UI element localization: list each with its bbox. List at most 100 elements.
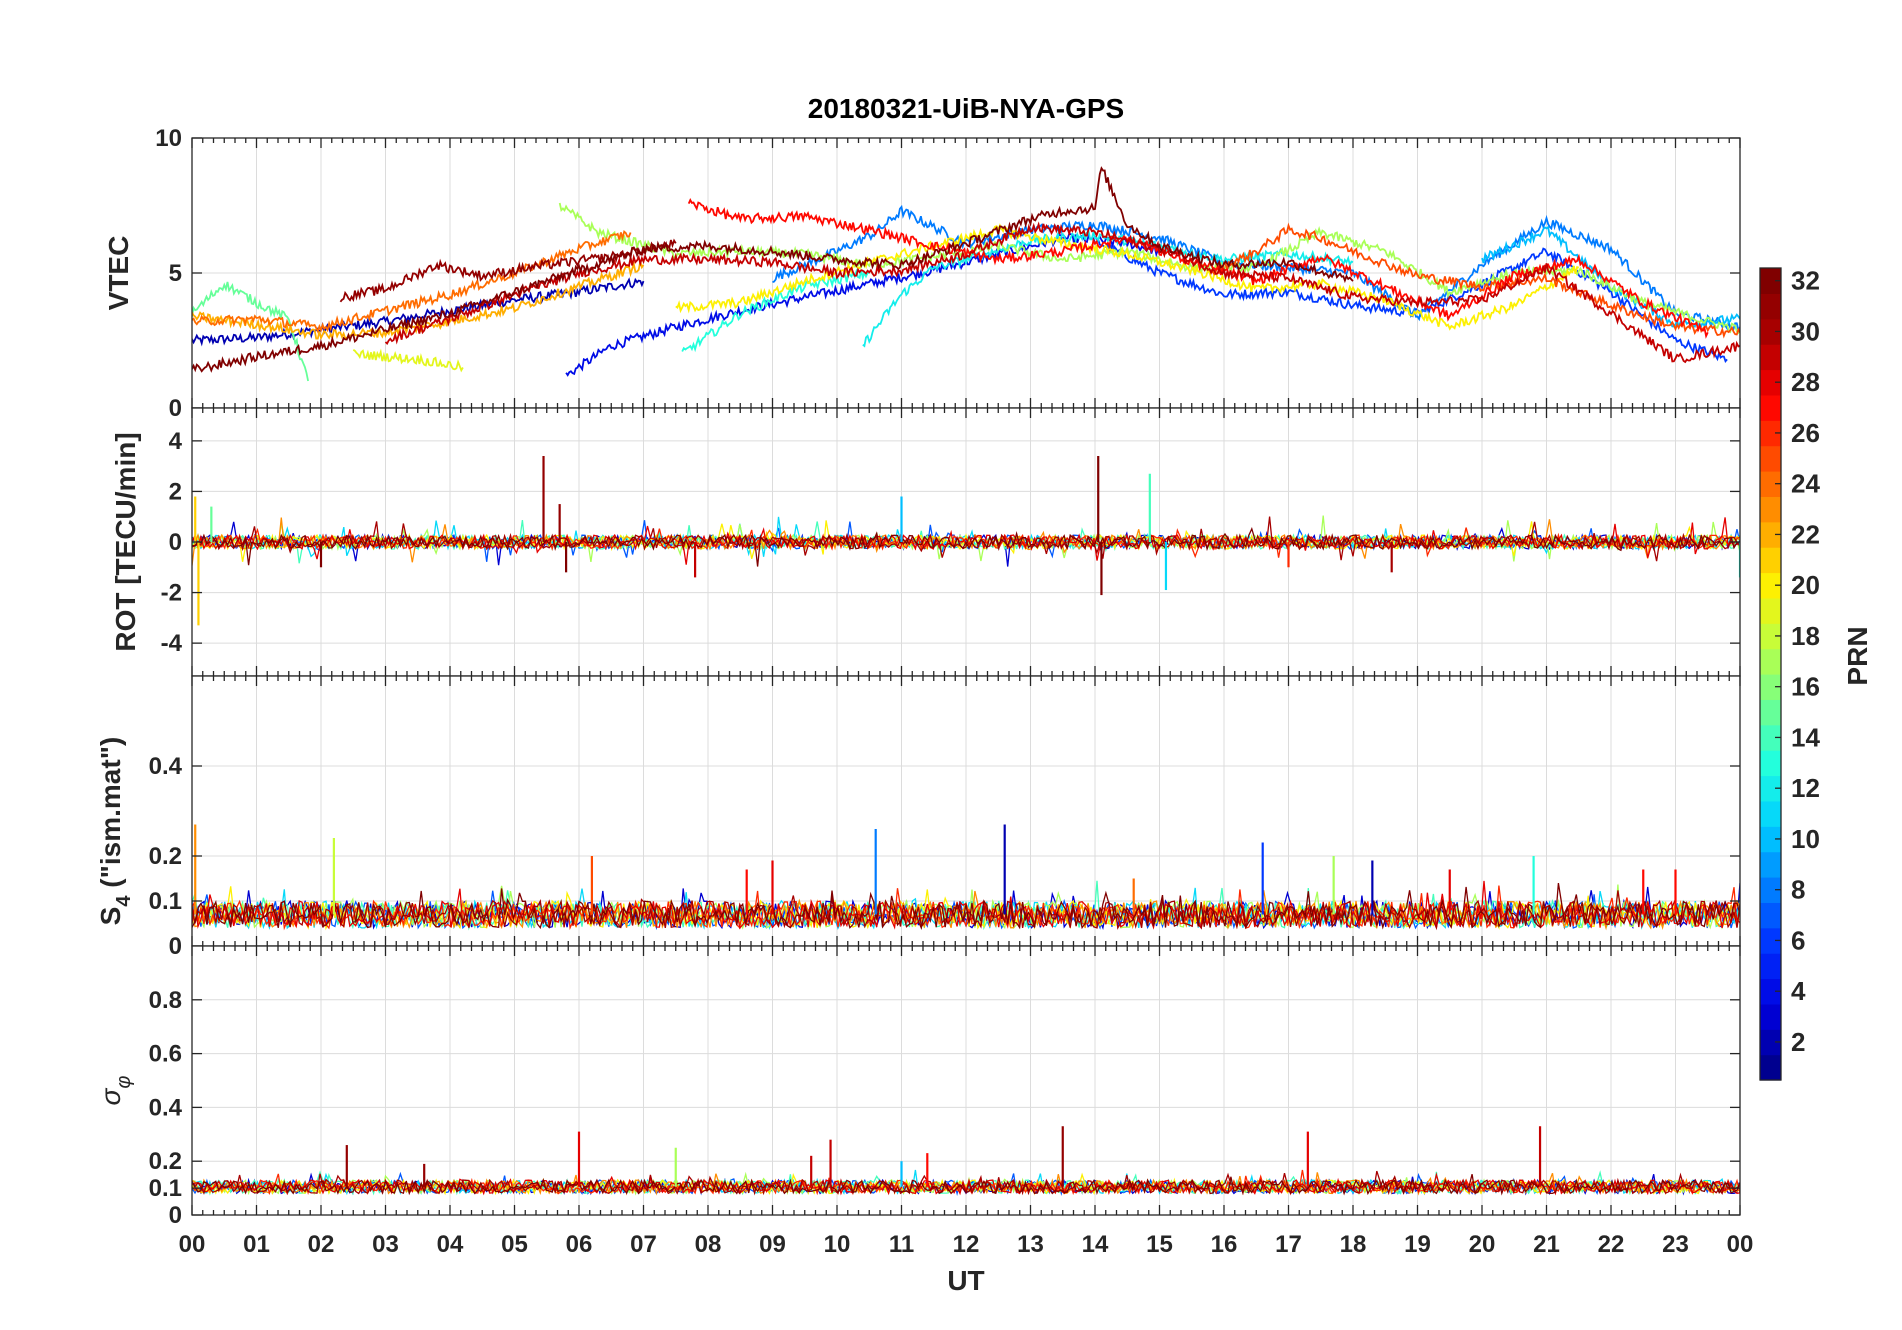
- y-tick-label: -2: [161, 580, 182, 607]
- y-tick-label: 0: [169, 529, 182, 556]
- x-tick-label: 04: [437, 1231, 464, 1258]
- vtec-series-prn-15: [192, 281, 309, 382]
- colorbar-frame: [1759, 267, 1782, 1081]
- vtec-series-prn-4: [565, 232, 1161, 377]
- colorbar-segment: [1760, 293, 1781, 320]
- y-tick-label: 0.4: [149, 1094, 183, 1121]
- vtec-series-prn-32: [192, 166, 1354, 373]
- y-tick-label: 0.2: [149, 843, 182, 870]
- colorbar-segment: [1760, 496, 1781, 523]
- x-tick-label: 02: [308, 1231, 335, 1258]
- colorbar-tick-label: 8: [1791, 875, 1805, 905]
- y-tick-label: 10: [155, 125, 182, 152]
- colorbar-tick-label: 6: [1791, 925, 1805, 955]
- noise-trace-prn-30: [192, 516, 1740, 562]
- noise-trace-prn-26: [192, 885, 1740, 931]
- colorbar-tick-label: 28: [1791, 367, 1820, 397]
- colorbar-segment: [1760, 978, 1781, 1005]
- colorbar-tick-label: 20: [1791, 570, 1820, 600]
- x-tick-label: 18: [1340, 1231, 1367, 1258]
- y-tick-label: 0.1: [149, 1175, 182, 1202]
- colorbar-tick-label: 26: [1791, 418, 1820, 448]
- y-axis-label: VTEC: [103, 236, 134, 311]
- colorbar-segment: [1760, 1054, 1781, 1081]
- y-axis-label: ROT [TECU/min]: [110, 432, 141, 651]
- data-layer: [192, 1126, 1740, 1196]
- x-tick-label: 00: [1727, 1231, 1754, 1258]
- colorbar-segment: [1760, 547, 1781, 574]
- x-tick-label: 14: [1082, 1231, 1109, 1258]
- colorbar-segment: [1760, 1003, 1781, 1030]
- colorbar-segment: [1760, 699, 1781, 726]
- colorbar-segment: [1760, 521, 1781, 548]
- y-tick-label: 0: [169, 933, 182, 960]
- colorbar-tick-label: 12: [1791, 773, 1820, 803]
- x-tick-label: 09: [759, 1231, 786, 1258]
- colorbar-segment: [1760, 902, 1781, 929]
- colorbar-tick-label: 32: [1791, 266, 1820, 296]
- colorbar-segment: [1760, 953, 1781, 980]
- x-tick-label: 03: [372, 1231, 399, 1258]
- data-layer: [192, 166, 1740, 382]
- y-tick-label: 0: [169, 395, 182, 422]
- colorbar-tick-label: 4: [1791, 976, 1806, 1006]
- colorbar-segment: [1760, 344, 1781, 371]
- colorbar-segment: [1760, 420, 1781, 447]
- x-axis-label: UT: [947, 1265, 984, 1296]
- x-tick-label: 13: [1017, 1231, 1044, 1258]
- colorbar-tick-label: 14: [1791, 722, 1820, 752]
- colorbar-segment: [1760, 724, 1781, 751]
- colorbar-tick-label: 10: [1791, 824, 1820, 854]
- x-tick-label: 17: [1275, 1231, 1302, 1258]
- x-tick-label: 06: [566, 1231, 593, 1258]
- colorbar-segment: [1760, 775, 1781, 802]
- vtec-series-prn-13: [681, 268, 870, 353]
- colorbar-segment: [1760, 572, 1781, 599]
- x-tick-label: 01: [243, 1231, 270, 1258]
- x-tick-label: 12: [953, 1231, 980, 1258]
- x-tick-label: 05: [501, 1231, 528, 1258]
- vtec-series-prn-12: [862, 229, 1354, 348]
- colorbar-segment: [1760, 877, 1781, 903]
- vtec-series-prn-27: [687, 197, 1709, 339]
- vtec-series-prn-29: [384, 221, 1740, 364]
- colorbar-segment: [1760, 445, 1781, 472]
- x-tick-label: 00: [179, 1231, 206, 1258]
- y-tick-label: 2: [169, 478, 182, 505]
- colorbar-tick-label: 24: [1791, 469, 1820, 499]
- y-tick-label: 0.6: [149, 1041, 182, 1068]
- colorbar-tick-label: 18: [1791, 621, 1820, 651]
- colorbar-segment: [1760, 851, 1781, 878]
- colorbar-segment: [1760, 471, 1781, 497]
- y-tick-label: 0: [169, 1202, 182, 1229]
- noise-trace-prn-23: [192, 517, 1740, 566]
- y-axis-label: S4 ("ism.mat"): [95, 737, 135, 926]
- noise-trace-prn-32: [192, 1174, 1740, 1196]
- vtec-series-prn-19: [352, 348, 464, 373]
- colorbar-segment: [1760, 648, 1781, 675]
- x-tick-label: 15: [1146, 1231, 1173, 1258]
- data-layer: [192, 824, 1740, 931]
- noise-trace-prn-32: [192, 882, 1740, 931]
- y-axis-label: σφ: [95, 1076, 135, 1106]
- colorbar-segment: [1760, 826, 1781, 853]
- y-tick-label: 0.4: [149, 753, 183, 780]
- noise-trace-prn-26: [192, 1169, 1740, 1196]
- x-tick-label: 07: [630, 1231, 657, 1258]
- x-tick-label: 16: [1211, 1231, 1238, 1258]
- colorbar-segment: [1760, 750, 1781, 777]
- colorbar-segment: [1760, 674, 1781, 700]
- y-tick-label: 5: [169, 260, 182, 287]
- x-tick-label: 22: [1598, 1231, 1625, 1258]
- data-layer: [192, 456, 1740, 626]
- colorbar-label: PRN: [1842, 626, 1873, 685]
- x-tick-label: 20: [1469, 1231, 1496, 1258]
- colorbar-segment: [1760, 394, 1781, 421]
- y-tick-label: -4: [161, 630, 183, 657]
- x-tick-label: 23: [1662, 1231, 1689, 1258]
- colorbar-tick-label: 2: [1791, 1027, 1805, 1057]
- colorbar-segment: [1760, 927, 1781, 954]
- colorbar-segment: [1760, 369, 1781, 396]
